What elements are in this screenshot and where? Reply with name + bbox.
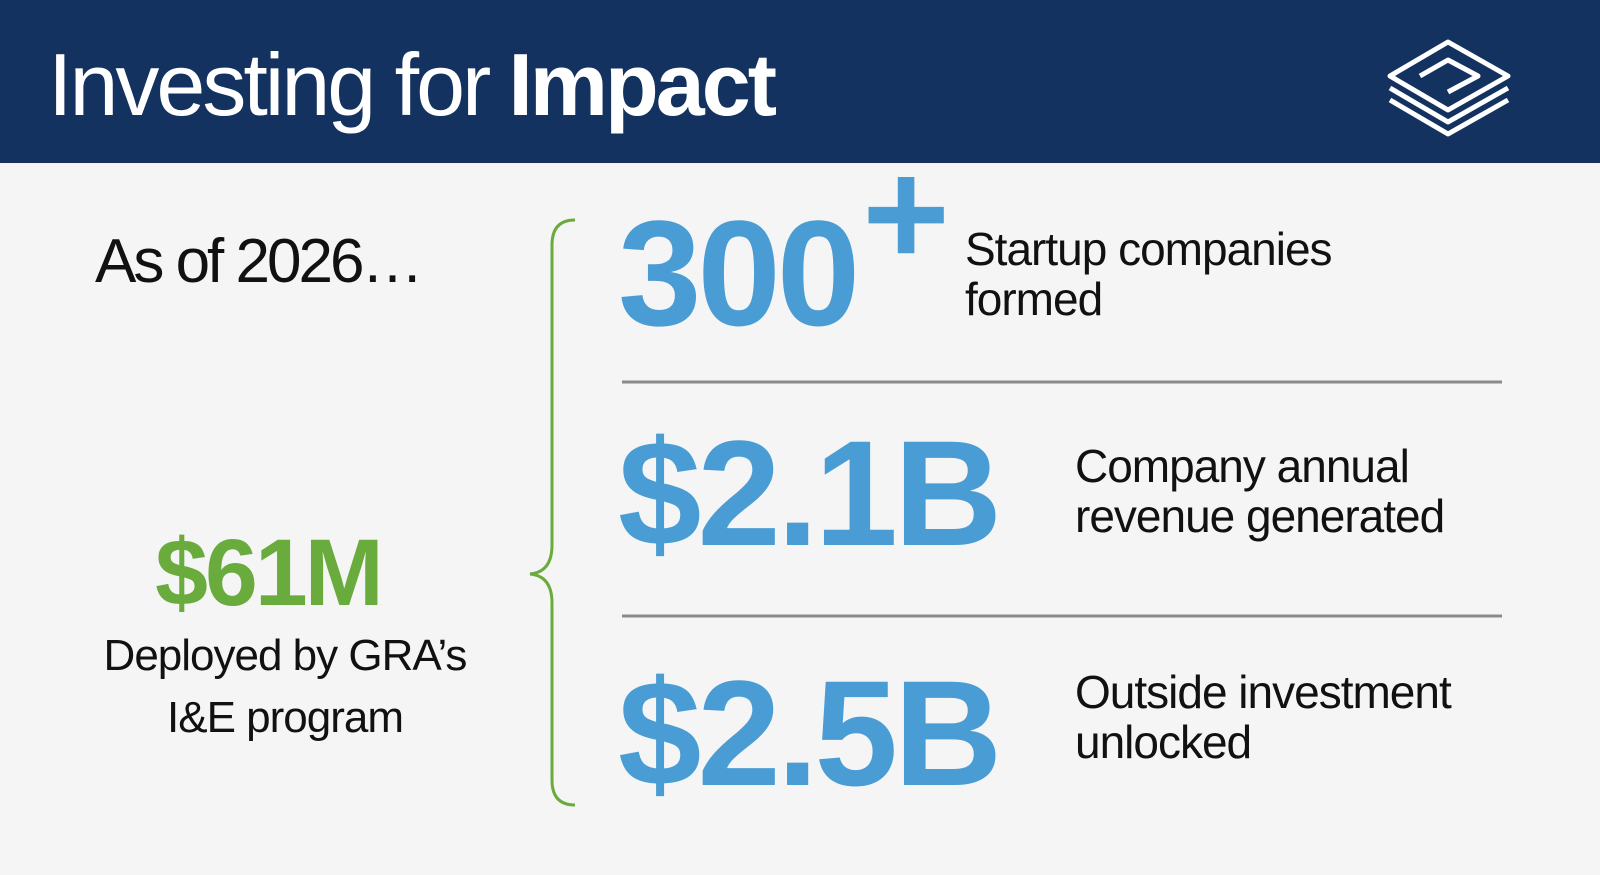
- logo-layer: [1387, 39, 1511, 113]
- stat-value: 300: [618, 189, 856, 357]
- logo-layer: [1388, 97, 1510, 137]
- stat-value: $2.5B: [618, 649, 998, 817]
- stat-description: Startup companies: [965, 223, 1332, 275]
- header-bar: [0, 0, 1600, 163]
- stat-value: $2.1B: [618, 409, 998, 577]
- title-light: Investing for: [48, 35, 490, 134]
- stat-description: formed: [965, 273, 1102, 325]
- logo-inner: [1418, 57, 1481, 95]
- title-bold: Impact: [508, 35, 776, 134]
- as-of: As of 2026…: [95, 227, 420, 296]
- header-title: Investing for Impact: [48, 35, 777, 134]
- logo: [1387, 39, 1511, 137]
- stat-description: Company annual: [1075, 440, 1409, 492]
- stat-suffix: +: [862, 129, 946, 297]
- brace: [529, 218, 576, 807]
- stat-description: unlocked: [1075, 716, 1251, 768]
- caption-line: Deployed by GRA’s: [104, 631, 467, 680]
- logo-layer: [1388, 85, 1510, 125]
- stat-description: revenue generated: [1075, 490, 1444, 542]
- stat-description: Outside investment: [1075, 666, 1452, 718]
- amount: $61M: [155, 520, 381, 626]
- caption-line: I&E program: [167, 693, 403, 742]
